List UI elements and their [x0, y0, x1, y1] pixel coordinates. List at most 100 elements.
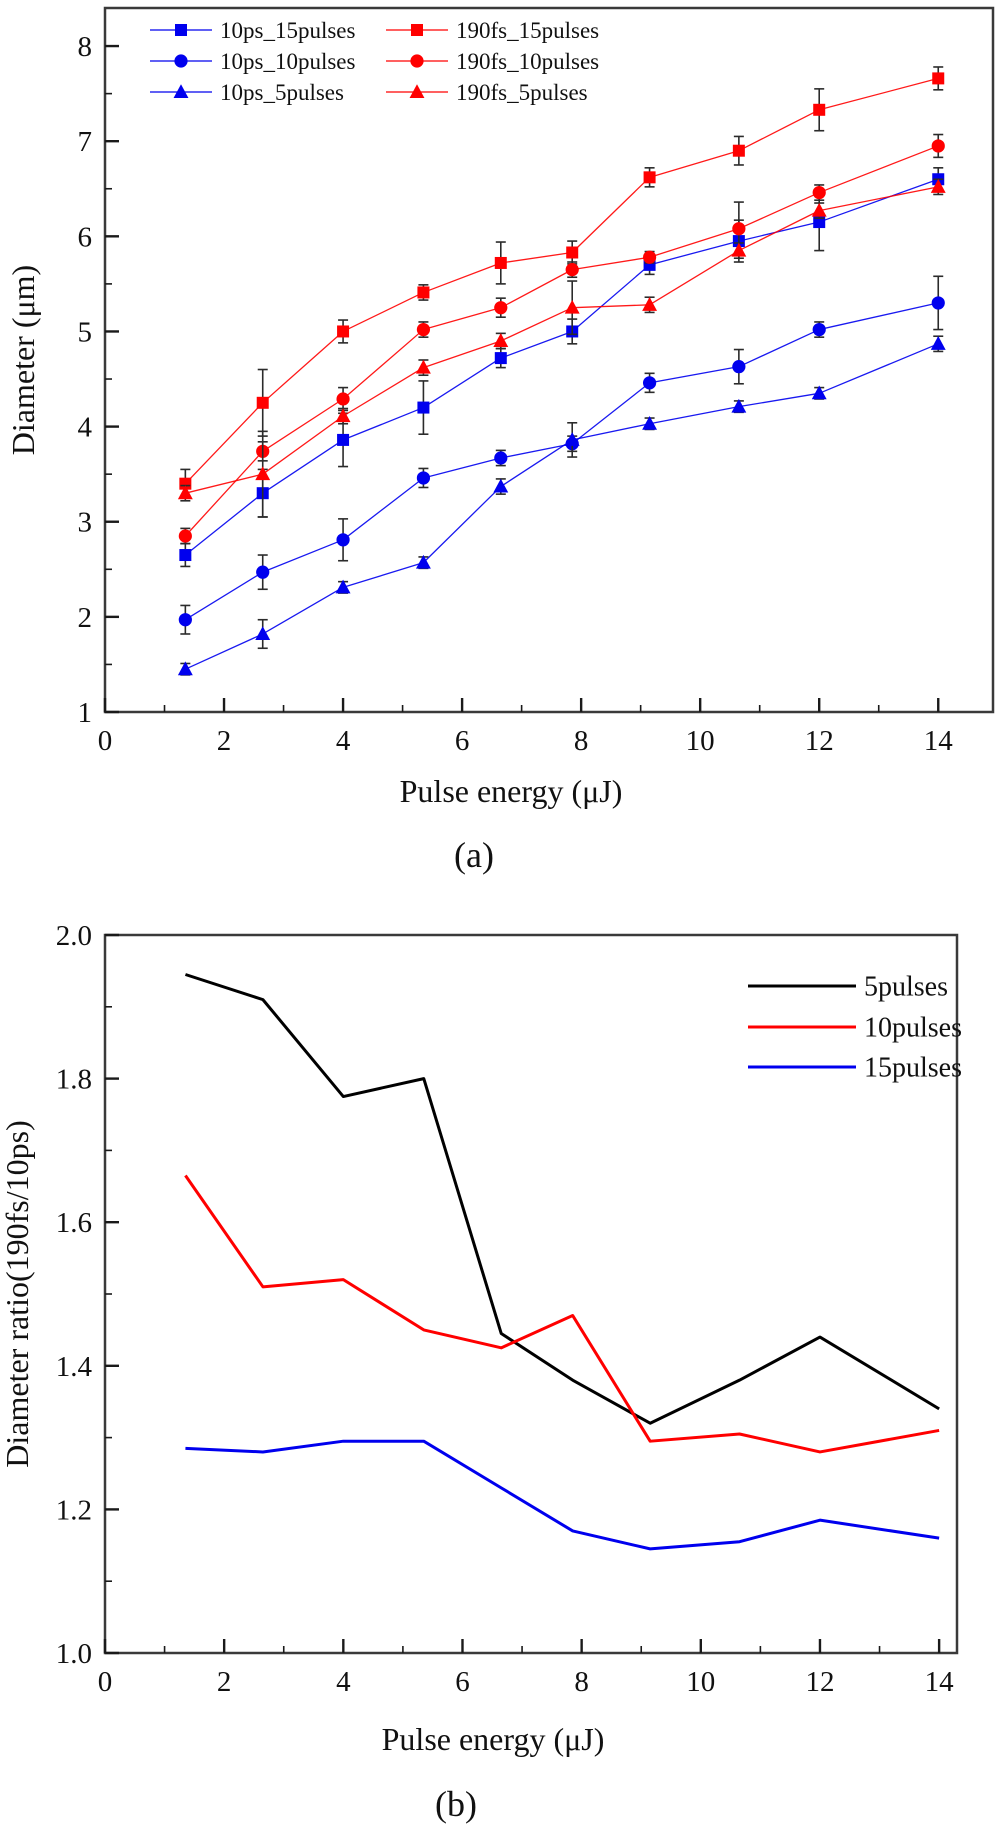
series-markers — [177, 179, 946, 500]
data-point — [178, 529, 192, 543]
y-tick-label: 8 — [78, 31, 93, 63]
data-point — [417, 286, 430, 299]
data-point — [931, 139, 945, 153]
axis-ticks — [103, 933, 941, 1655]
data-point — [177, 485, 193, 500]
chart-a: 0 2 4 6 8 10 12 14 1 2 3 4 5 6 7 8 10ps_15pulses 10ps_10p… — [0, 0, 1000, 880]
data-point — [416, 471, 431, 485]
x-tick-label: 10 — [686, 725, 715, 757]
series-markers — [177, 336, 946, 676]
data-point — [565, 263, 579, 277]
legend-label: 10pulses — [864, 1013, 962, 1044]
series-line — [184, 178, 939, 556]
x-tick-label: 10 — [686, 1666, 715, 1698]
error-bars — [180, 178, 944, 518]
legend-marker — [173, 84, 189, 98]
data-point — [256, 396, 269, 409]
x-tick-label: 14 — [924, 725, 954, 757]
data-point — [930, 179, 946, 193]
x-tick-label: 8 — [574, 1666, 589, 1698]
x-tick-label: 4 — [336, 1666, 351, 1698]
data-point — [337, 433, 350, 446]
y-tick-label: 2 — [78, 602, 93, 634]
y-tick-label: 5 — [78, 316, 93, 348]
data-point — [812, 322, 826, 337]
series-markers — [178, 296, 945, 627]
y-tick-label: 1 — [78, 697, 93, 729]
series-5pulses — [184, 973, 940, 1425]
legend: 5pulses 10pulses 15pulses — [748, 972, 962, 1084]
series-line — [184, 77, 939, 485]
legend-item: 190fs_10pulses — [386, 49, 599, 74]
data-point — [177, 661, 193, 676]
y-tick-label: 4 — [78, 412, 93, 444]
legend-label: 190fs_5pulses — [456, 80, 588, 105]
legend-label: 190fs_15pulses — [456, 18, 599, 43]
legend-label: 10ps_5pulses — [220, 80, 344, 105]
data-point — [335, 408, 351, 423]
data-point — [643, 171, 656, 184]
legend-marker — [410, 54, 424, 68]
series-10ps_15pulses — [179, 167, 945, 568]
data-point — [493, 478, 509, 493]
y-tick-label: 2.0 — [56, 920, 92, 952]
data-point — [732, 360, 746, 374]
data-point — [566, 246, 579, 259]
data-point — [337, 325, 350, 338]
series-line — [185, 1439, 940, 1551]
legend-item: 10ps_15pulses — [150, 18, 356, 43]
data-point — [256, 565, 270, 579]
series-line — [185, 186, 939, 494]
data-point — [255, 466, 271, 481]
y-tick-label: 1.4 — [56, 1351, 93, 1383]
error-bars — [180, 133, 944, 545]
x-tick-label: 8 — [574, 725, 589, 757]
data-point — [494, 451, 508, 465]
series-15pulses — [185, 1439, 940, 1551]
chart-caption: (a) — [454, 835, 494, 875]
data-point — [179, 477, 192, 490]
series-10pulses — [184, 1174, 940, 1454]
series-line — [184, 145, 939, 537]
data-point — [494, 256, 507, 269]
y-tick-label: 1.2 — [56, 1494, 92, 1526]
data-point — [732, 222, 746, 236]
series-markers — [178, 139, 945, 543]
series-line — [184, 1174, 940, 1454]
data-point — [179, 549, 192, 562]
data-point — [731, 242, 747, 257]
x-tick-label: 6 — [455, 1666, 470, 1698]
error-bars — [180, 167, 944, 568]
y-tick-label: 6 — [78, 221, 93, 253]
data-point — [812, 185, 826, 200]
series-190fs_15pulses — [179, 66, 945, 499]
axis-ticks — [103, 44, 940, 714]
chart-b: 0 2 4 6 8 10 12 14 1.0 1.2 1.4 1.6 1.8 2.0 5pulses 10pu… — [0, 880, 1000, 1829]
legend-item: 10pulses — [748, 1013, 962, 1044]
y-tick-label: 1.6 — [56, 1207, 92, 1239]
legend-item: 190fs_15pulses — [386, 18, 599, 43]
data-point — [811, 385, 827, 400]
x-tick-label: 2 — [217, 725, 232, 757]
chart-b-canvas: 0 2 4 6 8 10 12 14 1.0 1.2 1.4 1.6 1.8 2.0 5pulses 10pu… — [0, 920, 962, 1824]
y-tick-label: 3 — [78, 507, 93, 539]
legend-item: 15pulses — [748, 1053, 962, 1084]
x-tick-label: 0 — [98, 1666, 113, 1698]
y-axis-label: Diameter ratio(190fs/10ps) — [0, 1120, 35, 1467]
series-line — [185, 302, 939, 621]
data-point — [931, 296, 945, 310]
series-line — [184, 973, 940, 1425]
data-point — [811, 202, 827, 217]
x-axis-label: Pulse energy (μJ) — [382, 1721, 605, 1757]
error-bars — [180, 335, 944, 676]
y-axis-label: Diameter (μm) — [5, 265, 41, 455]
x-axis-label: Pulse energy (μJ) — [400, 773, 623, 809]
data-point — [642, 415, 658, 430]
data-point — [493, 333, 509, 347]
y-tick-label: 1.8 — [56, 1064, 92, 1096]
error-bars — [180, 66, 944, 499]
legend-label: 5pulses — [864, 972, 948, 1003]
legend: 10ps_15pulses 10ps_10pulses 10ps_5pulses 19… — [150, 18, 599, 105]
data-point — [255, 626, 271, 640]
